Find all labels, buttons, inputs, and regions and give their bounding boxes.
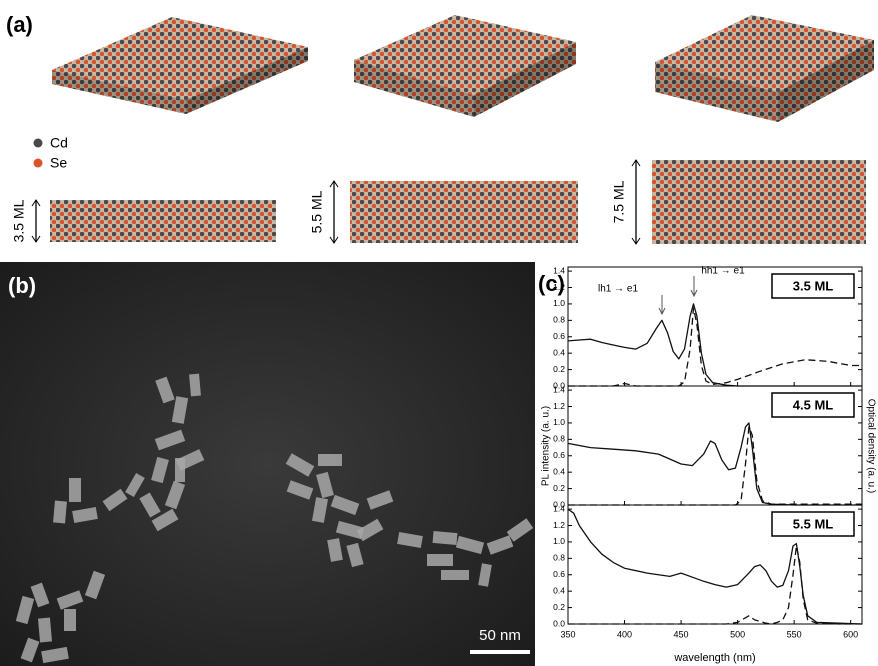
tem-image [0,262,535,666]
side-view [350,181,578,243]
side-view [50,200,276,242]
panel-label: (b) [8,273,36,298]
y-tick-label: 0.4 [553,466,565,476]
nanoplatelet [433,531,458,545]
y-tick-label: 1.2 [553,401,565,411]
nanoplatelet [318,454,342,466]
y-tick-label: 1.4 [553,265,565,275]
x-tick-label: 350 [560,629,575,639]
y-tick-label: 1.4 [553,384,565,394]
scale-bar-label: 50 nm [479,627,521,644]
nanoplatelet [427,554,453,566]
y-tick-label: 0.0 [553,618,565,628]
panel-c: (c) PL intensity (a. u.) Optical density… [538,265,876,664]
side-view [652,160,866,244]
nanoplatelet [53,501,67,524]
figure: (a) Cd Se 3.5 ML 5.5 ML 7.5 ML (b) 50 nm (… [0,0,878,666]
spectrum-line [568,427,862,505]
nanoplatelet [441,570,469,580]
spectrum-line [568,423,862,505]
panel-label: (a) [6,12,33,37]
legend-label: Cd [50,135,68,151]
y-tick-label: 0.2 [553,483,565,493]
y-tick-label: 1.2 [553,282,565,292]
thickness-label: 7.5 ML [611,180,627,223]
spectrum-line [568,304,862,386]
nanoplatelet [38,618,52,643]
sample-label: 5.5 ML [793,516,834,531]
y-tick-label: 0.2 [553,364,565,374]
nanoplatelet [69,478,81,502]
panel-b: (b) 50 nm [0,262,535,666]
y-tick-label: 1.2 [553,520,565,530]
annotation: hh1 → e1 [701,266,745,277]
y-tick-label: 1.0 [553,298,565,308]
annotation: lh1 → e1 [598,284,638,295]
legend-dot [34,159,43,168]
thickness-label: 3.5 ML [11,199,27,242]
y-tick-label: 0.6 [553,569,565,579]
y-axis-label: PL intensity (a. u.) [541,406,552,486]
x-tick-label: 600 [843,629,858,639]
nanoplatelet [189,374,201,397]
y-tick-label: 0.4 [553,347,565,357]
x-tick-label: 500 [730,629,745,639]
y-tick-label: 0.4 [553,585,565,595]
nanoplatelet [64,609,76,631]
x-tick-label: 550 [787,629,802,639]
spectrum-line [568,308,862,386]
x-tick-label: 400 [617,629,632,639]
sample-label: 4.5 ML [793,397,834,412]
panel-a: (a) Cd Se 3.5 ML 5.5 ML 7.5 ML [6,12,874,244]
legend-label: Se [50,155,67,171]
x-tick-label: 450 [674,629,689,639]
y-tick-label: 1.0 [553,417,565,427]
legend-dot [34,139,43,148]
y-tick-label: 0.8 [553,434,565,444]
y-tick-label: 0.8 [553,315,565,325]
thickness-label: 5.5 ML [309,190,325,233]
y-tick-label: 1.4 [553,503,565,513]
y-tick-label: 0.2 [553,602,565,612]
y2-axis-label: Optical density (a. u.) [865,399,876,493]
nanoplatelet [175,458,185,482]
y-tick-label: 0.8 [553,553,565,563]
x-axis-label: wavelength (nm) [673,652,755,664]
y-tick-label: 0.6 [553,331,565,341]
y-tick-label: 0.6 [553,450,565,460]
sample-label: 3.5 ML [793,278,834,293]
y-tick-label: 1.0 [553,536,565,546]
